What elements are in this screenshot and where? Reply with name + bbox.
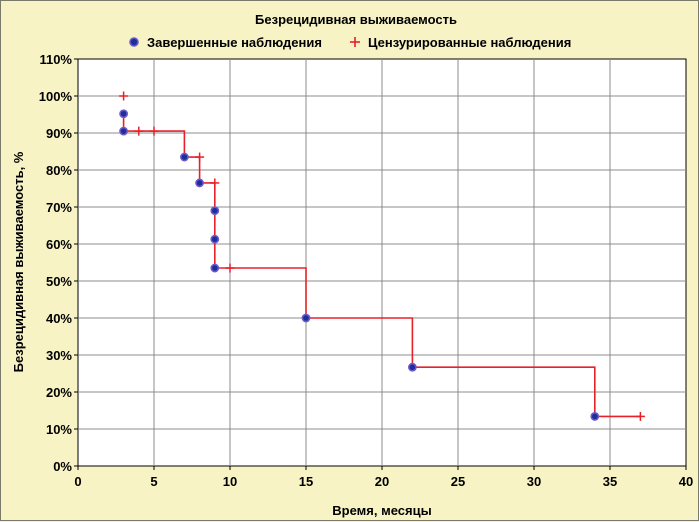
y-tick-label: 40% — [46, 311, 72, 326]
y-tick-label: 100% — [39, 89, 73, 104]
censored-marker — [635, 411, 645, 421]
y-tick-label: 50% — [46, 274, 72, 289]
y-tick-label: 70% — [46, 200, 72, 215]
y-tick-labels: 0% 10% 20% 30% 40% 50% 60% 70% 80% 90% 100% 110% — [39, 52, 78, 474]
chart-title: Безрецидивная выживаемость — [255, 12, 457, 27]
censored-marker — [210, 178, 220, 188]
y-axis-label: Безрецидивная выживаемость, % — [11, 151, 26, 372]
censored-marker — [195, 152, 205, 162]
x-tick-label: 5 — [150, 474, 157, 489]
y-tick-label: 90% — [46, 126, 72, 141]
x-axis-label: Время, месяцы — [332, 503, 431, 518]
y-tick-label: 10% — [46, 422, 72, 437]
legend-completed-label: Завершенные наблюдения — [147, 35, 322, 50]
y-tick-label: 60% — [46, 237, 72, 252]
x-tick-label: 25 — [451, 474, 465, 489]
x-tick-label: 10 — [223, 474, 237, 489]
x-tick-label: 30 — [527, 474, 541, 489]
x-tick-label: 40 — [679, 474, 693, 489]
legend-censored-marker — [350, 37, 360, 47]
x-tick-label: 0 — [74, 474, 81, 489]
completed-marker — [210, 206, 220, 216]
censored-marker — [119, 91, 129, 101]
completed-marker — [195, 178, 204, 188]
x-tick-label: 20 — [375, 474, 389, 489]
x-tick-labels: 0 5 10 15 20 25 30 35 40 — [74, 466, 693, 489]
completed-marker — [407, 362, 417, 372]
grid-lines — [78, 59, 686, 466]
y-tick-label: 0% — [53, 459, 72, 474]
legend-completed-marker — [129, 37, 139, 47]
x-tick-label: 15 — [299, 474, 313, 489]
censored-marker — [225, 263, 235, 273]
censored-marker — [134, 126, 144, 136]
legend-censored-label: Цензурированные наблюдения — [368, 35, 571, 50]
y-tick-label: 80% — [46, 163, 72, 178]
completed-marker — [179, 152, 189, 162]
completed-markers — [119, 109, 600, 421]
y-tick-label: 20% — [46, 385, 72, 400]
x-tick-label: 35 — [603, 474, 617, 489]
y-tick-label: 30% — [46, 348, 72, 363]
completed-marker — [210, 263, 220, 273]
completed-marker — [119, 109, 128, 119]
completed-marker — [301, 313, 311, 323]
completed-marker — [210, 234, 220, 244]
censored-marker — [149, 126, 159, 136]
completed-marker — [119, 126, 128, 136]
completed-marker — [590, 412, 600, 421]
legend: Завершенные наблюдения Цензурированные н… — [129, 35, 571, 50]
y-tick-label: 110% — [39, 52, 72, 67]
censored-markers — [119, 91, 645, 421]
